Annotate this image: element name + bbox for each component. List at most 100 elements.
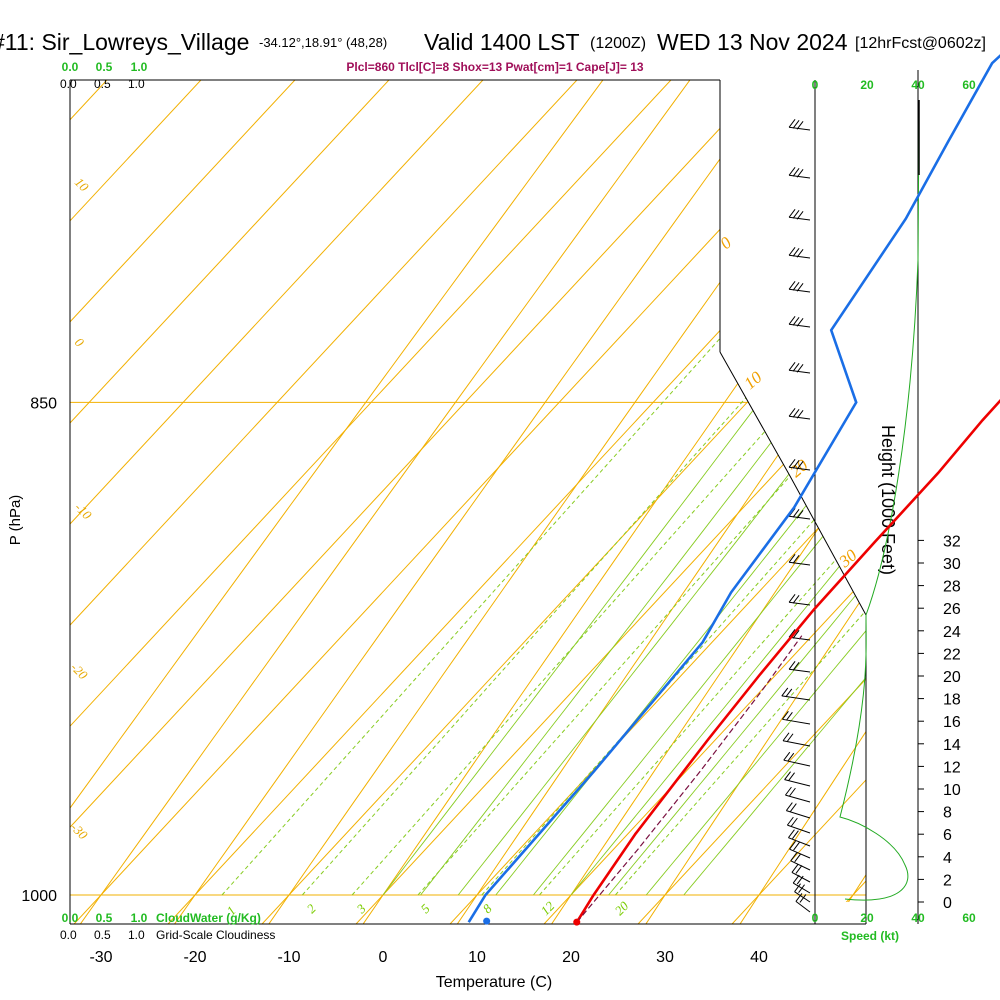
mixing-ratio-line [539,80,866,896]
wind-barb-flag [792,830,799,839]
wind-barb-staff [788,837,811,847]
dewpoint-series-line [467,54,1000,923]
dry-adiabat-label: 10 [740,367,766,393]
wind-barb-flag [788,628,796,638]
wind-barb-staff [789,254,811,259]
wind-barb-flag [788,315,796,325]
isotherm-label: -20 [68,660,91,683]
wind-barb-flag [796,120,804,130]
mixing-ratio-label: 2 [304,901,320,917]
isotherm-line [514,80,866,924]
station-title: #11: Sir_Lowreys_Village [0,29,249,55]
wind-barb-flag [788,280,796,290]
wind-barb-flag [794,853,802,863]
dry-adiabat-line [341,80,866,924]
wind-barb-flag [785,786,792,796]
temperature-tick-label: 30 [656,949,674,966]
cw-bottom-title: CloudWater (g/Kg) [156,911,261,925]
wind-barb-flag [795,893,803,902]
wind-barb-staff [789,561,811,566]
wind-barb-flag [785,688,793,698]
wind-barb-flag [796,168,804,178]
height-tick-label: 8 [943,805,952,822]
wind-barb [781,711,811,725]
dry-adiabat-line [70,80,866,924]
wind-barb [788,660,811,673]
bottom-scales: 0.0 0.5 1.0 CloudWater (g/Kg) 0.0 0.5 1.… [60,911,976,943]
height-tick-label: 28 [943,579,961,596]
dry-adiabat-label: 0 [716,233,735,253]
moist-adiabat-line [495,80,866,896]
height-tick-label: 16 [943,714,961,731]
wind-barb-flag [783,751,791,761]
wind-barb-flag [792,408,800,418]
wind-barb [788,829,811,847]
wind-speed-line [839,109,920,901]
moist-adiabat-line [382,80,866,896]
station-coords: -34.12°,18.91° (48,28) [259,35,387,50]
height-tick-label: 18 [943,692,961,709]
wind-barb-flag [796,409,804,419]
wind-barb-flag [788,660,796,670]
isotherm-line [70,80,866,924]
cw-top-tick: 0.5 [96,60,113,74]
wind-barb-staff [789,369,811,374]
wind-barb-flag [785,712,793,721]
wind-barb-flag [790,852,798,862]
speed-top-tick: 20 [860,78,874,92]
temperature-tick-label: 40 [750,949,768,966]
isotherm-line [70,80,866,924]
height-tick-label: 14 [943,737,961,754]
wind-barb-flag [782,732,790,742]
wind-barb [788,407,811,420]
temperature-series-line [575,399,1000,923]
wind-barb [788,361,811,374]
height-tick-label: 22 [943,646,961,663]
mixing-ratio-label: 20 [612,898,632,918]
wind-barb [788,166,811,179]
wind-barb-staff [789,174,811,179]
wind-barb-staff [787,824,811,834]
height-tick-label: 30 [943,556,961,573]
temperature-tick-label: 10 [468,949,486,966]
cl-bottom-tick: 1.0 [128,928,145,942]
pressure-tick-label: 1000 [21,888,57,905]
isotherm-line [138,80,866,924]
height-tick-label: 24 [943,624,961,641]
cl-bottom-title: Grid-Scale Cloudiness [156,928,275,942]
wind-barb-staff [789,323,811,328]
temperature-tick-label: -10 [277,949,300,966]
cw-bottom-tick: 0.0 [62,911,79,925]
wind-barb [791,864,811,883]
speed-bottom-tick: 60 [962,911,976,925]
wind-barb-staff [789,668,811,673]
wind-barb-staff [795,901,811,913]
isotherm-line [70,80,866,924]
wind-barb-staff [791,871,811,883]
wind-barb-staff [794,891,811,903]
cl-top-tick: 0.0 [60,77,77,91]
wind-barb-flag [792,316,800,326]
wind-barb [785,802,811,819]
wind-barb-flag [787,752,795,762]
wind-barb [782,732,811,747]
surface-temperature-point [573,918,581,926]
height-tick-label: 2 [943,872,952,889]
x-axis-title: Temperature (C) [436,974,552,991]
wind-barb-flag [786,816,794,826]
isotherm-line [70,80,866,924]
wind-barb-flag [792,167,800,177]
wind-barb-flag [792,209,800,219]
isotherm-label: 10 [72,175,92,195]
wind-barb-flag [788,246,796,256]
wind-barb-flag [796,363,804,373]
height-tick-label: 26 [943,601,961,618]
wind-barb-flag [796,317,804,327]
dry-adiabat-line [719,80,866,924]
speed-title: Speed (kt) [841,929,899,943]
height-tick-label: 12 [943,759,961,776]
dry-adiabat-line [152,80,866,924]
top-scales: 0.0 0.5 1.0 0.0 0.5 1.0 0 20 40 60 [60,60,976,92]
moist-adiabat-line [420,80,866,896]
